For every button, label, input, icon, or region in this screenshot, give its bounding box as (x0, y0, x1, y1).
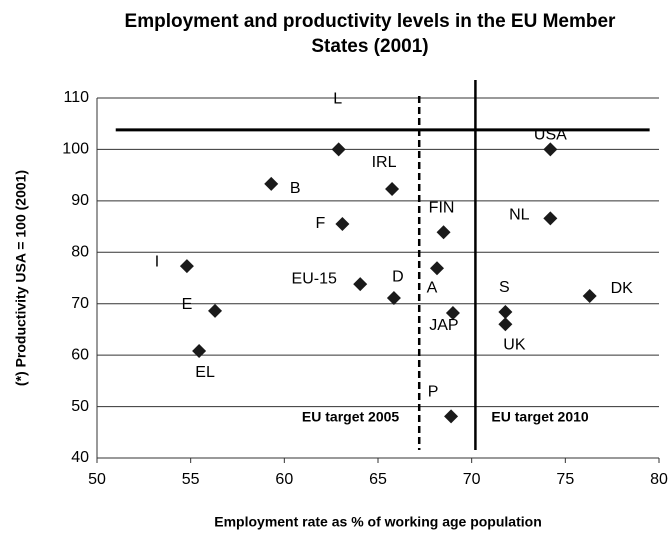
x-tick-label: 65 (369, 471, 387, 488)
point-label: EU-15 (292, 270, 337, 287)
point (179, 259, 194, 274)
point (445, 305, 460, 320)
point (335, 217, 350, 231)
point (430, 261, 445, 276)
x-tick-label: 80 (650, 471, 668, 488)
x-tick-label: 70 (463, 471, 481, 488)
point-label: E (182, 296, 193, 313)
point-label: B (290, 180, 301, 197)
point-label: EL (195, 364, 215, 381)
point-label: JAP (429, 317, 458, 334)
point-label: FIN (429, 199, 455, 216)
point (543, 211, 558, 226)
target-label: EU target 2010 (491, 409, 588, 425)
point-label: I (155, 253, 159, 270)
x-tick-label: 60 (275, 471, 293, 488)
y-tick-label: 80 (71, 244, 89, 261)
y-tick-label: 50 (71, 398, 89, 415)
point-label: USA (534, 127, 567, 144)
point (264, 176, 279, 191)
point-label: IRL (372, 154, 397, 171)
point-label: NL (509, 207, 530, 224)
y-tick-label: 90 (71, 192, 89, 209)
point (444, 409, 459, 424)
point (498, 304, 513, 319)
point (331, 142, 346, 157)
point-label: DK (611, 280, 634, 297)
point-label: F (316, 215, 326, 232)
y-tick-label: 70 (71, 295, 89, 312)
point-label: L (333, 91, 342, 108)
point-label: P (428, 384, 439, 401)
x-axis-title: Employment rate as % of working age popu… (214, 514, 542, 530)
x-tick-label: 55 (182, 471, 200, 488)
y-tick-label: 60 (71, 346, 89, 363)
chart-title: Employment and productivity levels in th… (125, 11, 617, 32)
point (436, 225, 451, 240)
point-label: S (499, 279, 510, 296)
x-tick-label: 50 (88, 471, 106, 488)
point (385, 182, 400, 197)
point-label: UK (503, 337, 526, 354)
point (543, 142, 558, 157)
target-label: EU target 2005 (302, 409, 399, 425)
x-tick-label: 75 (556, 471, 574, 488)
y-tick-label: 100 (62, 141, 89, 158)
y-tick-label: 110 (63, 89, 89, 106)
point (498, 317, 513, 332)
point (208, 303, 223, 318)
chart-title: States (2001) (311, 36, 428, 57)
y-tick-label: 40 (71, 449, 89, 466)
point-label: A (427, 279, 438, 296)
y-axis-title: (*) Productivity USA = 100 (2001) (13, 170, 29, 386)
point (192, 344, 207, 359)
point (582, 289, 597, 303)
point (386, 291, 401, 306)
point-label: D (392, 268, 404, 285)
point (353, 277, 368, 292)
